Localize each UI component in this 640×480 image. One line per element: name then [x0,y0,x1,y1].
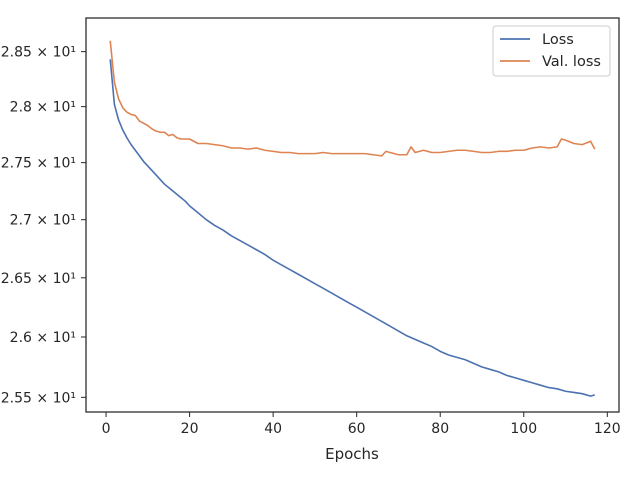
x-tick-label: 20 [181,421,199,437]
series-line-1 [109,40,596,157]
x-tick-label: 60 [348,421,366,437]
plot-area [85,17,620,413]
y-tick-label: 2.55 × 10¹ [1,390,76,406]
y-tick-label: 2.85 × 10¹ [1,45,76,61]
series-lines [109,40,596,397]
y-tick-label: 2.75 × 10¹ [1,156,76,172]
y-tick-label: 2.6 × 10¹ [10,330,76,346]
y-tick-label: 2.7 × 10¹ [10,213,76,229]
plot-frame [85,17,620,413]
x-tick-label: 0 [102,421,111,437]
x-axis: 0 20 40 60 80 100 120 [102,412,621,437]
x-axis-label: Epochs [325,445,379,463]
y-tick-label: 2.65 × 10¹ [1,271,76,287]
x-tick-label: 120 [594,421,621,437]
legend-label-1: Val. loss [542,54,601,70]
series-line-0 [109,59,595,397]
y-tick-label: 2.8 × 10¹ [10,100,76,116]
y-axis: 2.55 × 10¹ 2.6 × 10¹ 2.65 × 10¹ 2.7 × 10¹ 2.… [1,45,86,406]
legend-label-0: Loss [542,32,574,48]
x-tick-label: 40 [264,421,282,437]
legend: Loss Val. loss [492,25,611,77]
x-tick-label: 80 [431,421,449,437]
x-tick-label: 100 [510,421,537,437]
